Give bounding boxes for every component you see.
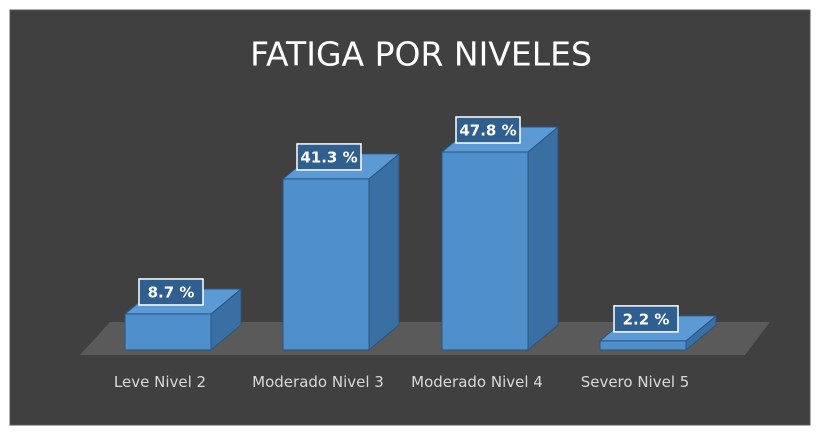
value-label-box (613, 305, 679, 333)
bar (599, 340, 687, 351)
value-label-box (455, 116, 521, 144)
value-label: 41.3 % (300, 148, 357, 166)
x-tick-label: Severo Nivel 5 (580, 373, 690, 391)
chart-background (9, 9, 811, 426)
floor (80, 322, 770, 355)
x-tick-label: Moderado Nivel 3 (252, 373, 384, 391)
bar (124, 313, 212, 351)
x-tick-label: Leve Nivel 2 (113, 373, 207, 391)
value-label-box (138, 278, 204, 306)
bar (441, 151, 529, 351)
value-label-box (296, 143, 362, 171)
value-label: 47.8 % (459, 122, 516, 140)
bar-side (527, 125, 559, 352)
value-label: 8.7 % (148, 283, 195, 301)
bar (282, 178, 370, 351)
bar-side (368, 152, 400, 352)
chart-title: FATIGA POR NIVELES (250, 35, 592, 74)
value-label: 2.2 % (623, 310, 670, 328)
x-tick-label: Moderado Nivel 4 (411, 373, 543, 391)
